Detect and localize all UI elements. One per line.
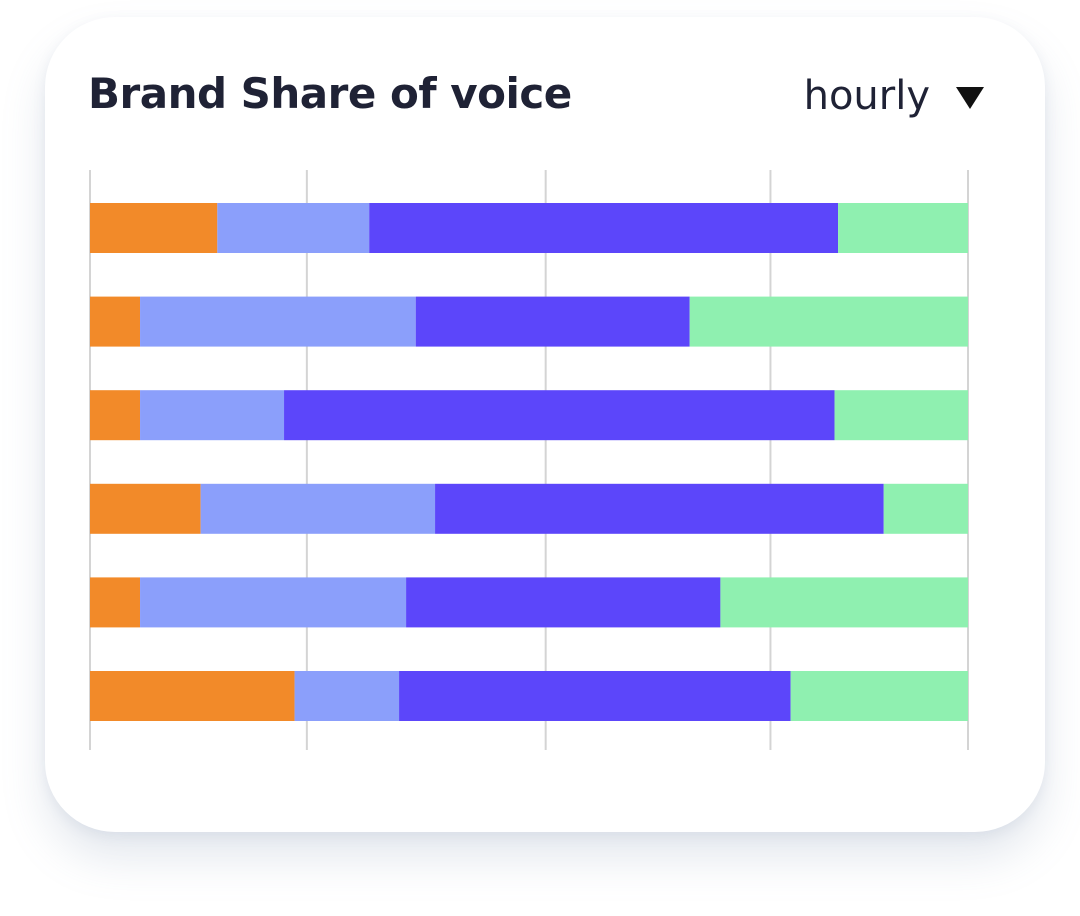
bar-row-2-segment-2 bbox=[140, 296, 416, 347]
bar-row-5-segment-4 bbox=[720, 577, 968, 628]
bar-row-1-segment-1 bbox=[90, 203, 218, 253]
bar-row-1-segment-2 bbox=[217, 203, 370, 253]
bar-row-1-segment-4 bbox=[838, 203, 968, 253]
bar-row-2-segment-4 bbox=[689, 296, 968, 347]
bar-row-3-segment-2 bbox=[140, 390, 285, 441]
chart-title: Brand Share of voice bbox=[88, 69, 572, 118]
bar-row-5-segment-2 bbox=[140, 577, 407, 628]
bar-row-4-segment-2 bbox=[200, 483, 436, 534]
bar-row-2-segment-1 bbox=[90, 296, 141, 347]
caret-down-icon bbox=[956, 87, 984, 109]
bar-row-3-segment-4 bbox=[834, 390, 968, 441]
bar-row-3-segment-3 bbox=[284, 390, 835, 441]
bar-row-5-segment-3 bbox=[406, 577, 721, 628]
bar-row-3-segment-1 bbox=[90, 390, 141, 441]
bar-row-6-segment-3 bbox=[399, 671, 791, 721]
period-dropdown-label: hourly bbox=[803, 73, 930, 119]
bar-row-6-segment-2 bbox=[294, 671, 400, 721]
bar-row-4-segment-1 bbox=[90, 483, 201, 534]
bar-row-6-segment-1 bbox=[90, 671, 295, 721]
bar-row-5-segment-1 bbox=[90, 577, 141, 628]
bar-row-6-segment-4 bbox=[790, 671, 968, 721]
bar-row-4-segment-4 bbox=[883, 483, 968, 534]
period-dropdown[interactable]: hourly bbox=[804, 68, 984, 124]
bar-row-4-segment-3 bbox=[435, 483, 884, 534]
bar-row-1-segment-3 bbox=[369, 203, 839, 253]
bar-row-2-segment-3 bbox=[415, 296, 690, 347]
